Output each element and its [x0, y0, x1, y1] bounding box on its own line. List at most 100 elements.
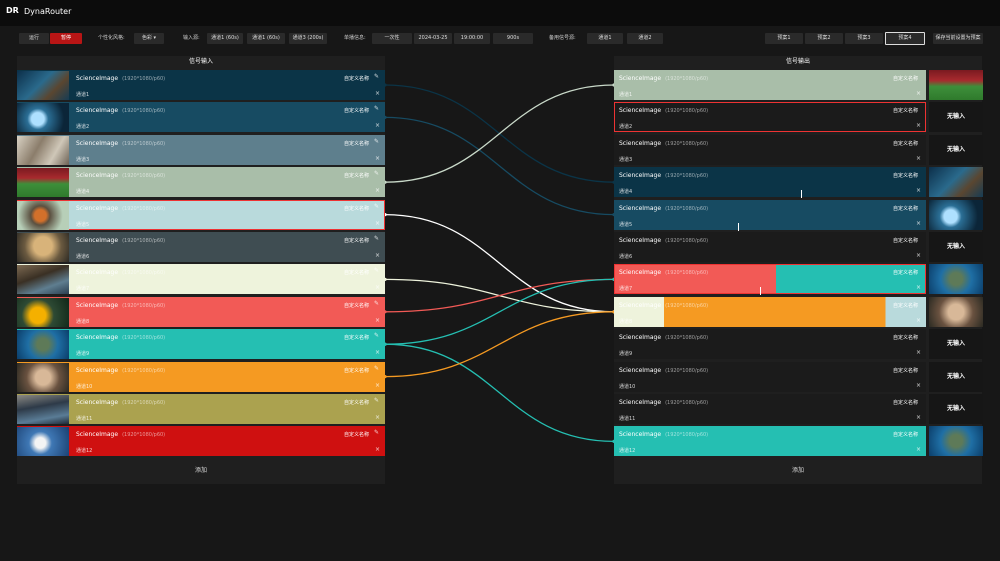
close-icon[interactable]: ×: [375, 219, 381, 227]
custom-name-button[interactable]: 自定义名称: [344, 108, 370, 115]
custom-name-button[interactable]: 自定义名称: [893, 335, 919, 342]
custom-name-button[interactable]: 自定义名称: [893, 270, 919, 277]
edit-icon[interactable]: ✎: [374, 299, 380, 307]
custom-name-button[interactable]: 自定义名称: [344, 76, 370, 82]
edit-icon[interactable]: ✎: [374, 267, 380, 275]
input-row[interactable]: ScienceImage (1920*1080/p60) 通道10 自定义名称 ✎ ×: [17, 361, 385, 392]
output-row[interactable]: ScienceImage (1920*1080/p60) 通道9 自定义名称 ×: [614, 329, 926, 360]
edit-icon[interactable]: ✎: [374, 137, 380, 145]
input-add-button[interactable]: 添加: [194, 467, 207, 474]
custom-name-button[interactable]: 自定义名称: [893, 432, 919, 439]
close-icon[interactable]: ×: [375, 187, 381, 195]
broadcast-duration[interactable]: 900s: [493, 33, 533, 44]
edit-icon[interactable]: ✎: [374, 73, 380, 80]
input-row[interactable]: ScienceImage (1920*1080/p60) 通道9 自定义名称 ✎ ×: [17, 329, 385, 360]
custom-name-button[interactable]: 自定义名称: [344, 270, 370, 277]
output-row[interactable]: ScienceImage (1920*1080/p60) 通道8 自定义名称 ×: [614, 296, 926, 327]
input-row[interactable]: ScienceImage (1920*1080/p60) 通道6 自定义名称 ✎ ×: [17, 232, 385, 262]
input-row[interactable]: ScienceImage (1920*1080/p60) 通道2 自定义名称 ✎ ×: [17, 102, 385, 133]
edit-icon[interactable]: ✎: [374, 332, 380, 340]
close-icon[interactable]: ×: [375, 414, 381, 421]
preset-3[interactable]: 预案3: [845, 33, 883, 44]
input-source-1[interactable]: 通道1 (60s): [207, 33, 243, 44]
edit-icon[interactable]: ✎: [374, 364, 380, 372]
custom-name-button[interactable]: 自定义名称: [344, 400, 370, 406]
preset-4[interactable]: 预案4: [885, 32, 925, 45]
close-icon[interactable]: ×: [375, 316, 381, 324]
close-icon[interactable]: ×: [375, 284, 381, 292]
close-icon[interactable]: ×: [375, 154, 381, 162]
custom-name-button[interactable]: 自定义名称: [344, 302, 370, 309]
route-link[interactable]: [384, 84, 615, 183]
route-link[interactable]: [384, 116, 615, 216]
output-row[interactable]: ScienceImage (1920*1080/p60) 通道1 自定义名称 ×: [614, 70, 926, 100]
close-icon[interactable]: ×: [916, 414, 922, 421]
close-icon[interactable]: ×: [916, 219, 922, 227]
custom-name-button[interactable]: 自定义名称: [893, 173, 919, 180]
input-row[interactable]: ScienceImage (1920*1080/p60) 通道1 自定义名称 ✎ ×: [17, 70, 385, 100]
route-link[interactable]: [384, 278, 615, 345]
custom-name-button[interactable]: 自定义名称: [893, 76, 919, 82]
close-icon[interactable]: ×: [916, 316, 922, 324]
custom-name-button[interactable]: 自定义名称: [344, 335, 370, 342]
input-row[interactable]: ScienceImage (1920*1080/p60) 通道8 自定义名称 ✎ ×: [17, 296, 385, 327]
input-row[interactable]: ScienceImage (1920*1080/p60) 通道12 自定义名称 ✎ ×: [17, 426, 385, 457]
output-row[interactable]: ScienceImage (1920*1080/p60) 通道7 自定义名称 ×: [614, 264, 926, 295]
custom-name-button[interactable]: 自定义名称: [893, 367, 919, 374]
close-icon[interactable]: ×: [916, 187, 922, 195]
output-add-button[interactable]: 添加: [791, 467, 804, 474]
edit-icon[interactable]: ✎: [374, 235, 380, 242]
custom-name-button[interactable]: 自定义名称: [893, 238, 919, 244]
input-source-2[interactable]: 通道1 (60s): [247, 33, 285, 44]
output-row[interactable]: ScienceImage (1920*1080/p60) 通道2 自定义名称 ×: [614, 102, 926, 133]
custom-name-button[interactable]: 自定义名称: [344, 432, 370, 439]
edit-icon[interactable]: ✎: [374, 429, 380, 437]
close-icon[interactable]: ×: [916, 90, 922, 97]
output-row[interactable]: ScienceImage (1920*1080/p60) 通道11 自定义名称 ×: [614, 394, 926, 424]
route-link[interactable]: [384, 213, 615, 313]
close-icon[interactable]: ×: [375, 252, 381, 259]
output-row[interactable]: ScienceImage (1920*1080/p60) 通道12 自定义名称 ×: [614, 426, 926, 457]
route-link[interactable]: [384, 278, 615, 313]
custom-name-button[interactable]: 自定义名称: [893, 140, 919, 147]
output-row[interactable]: ScienceImage (1920*1080/p60) 通道4 自定义名称 ×: [614, 167, 926, 198]
output-row[interactable]: ScienceImage (1920*1080/p60) 通道10 自定义名称 ×: [614, 361, 926, 392]
close-icon[interactable]: ×: [916, 381, 922, 389]
broadcast-date[interactable]: 2024-03-25: [414, 33, 452, 44]
custom-name-button[interactable]: 自定义名称: [344, 173, 370, 180]
close-icon[interactable]: ×: [916, 446, 922, 454]
run-button[interactable]: 运行: [19, 33, 49, 44]
input-row[interactable]: ScienceImage (1920*1080/p60) 通道7 自定义名称 ✎ ×: [17, 264, 385, 295]
input-row[interactable]: ScienceImage (1920*1080/p60) 通道3 自定义名称 ✎ ×: [17, 134, 385, 165]
close-icon[interactable]: ×: [375, 122, 381, 130]
edit-icon[interactable]: ✎: [374, 170, 380, 178]
input-source-3[interactable]: 通道3 (200s): [289, 33, 327, 44]
custom-name-button[interactable]: 自定义名称: [344, 205, 370, 212]
output-row[interactable]: ScienceImage (1920*1080/p60) 通道6 自定义名称 ×: [614, 232, 926, 262]
preset-2[interactable]: 预案2: [805, 33, 843, 44]
save-preset-button[interactable]: 保存当前设置为预案: [933, 33, 983, 44]
close-icon[interactable]: ×: [916, 252, 922, 259]
close-icon[interactable]: ×: [916, 284, 922, 292]
edit-icon[interactable]: ✎: [374, 105, 380, 113]
close-icon[interactable]: ×: [375, 90, 381, 97]
route-link[interactable]: [384, 311, 615, 378]
output-row[interactable]: ScienceImage (1920*1080/p60) 通道3 自定义名称 ×: [614, 134, 926, 165]
custom-name-button[interactable]: 自定义名称: [893, 205, 919, 212]
input-row[interactable]: ScienceImage (1920*1080/p60) 通道4 自定义名称 ✎ ×: [17, 167, 385, 198]
style-select[interactable]: 色彩 ▾: [134, 33, 164, 44]
route-link[interactable]: [384, 343, 615, 443]
broadcast-mode[interactable]: 一次性: [372, 33, 412, 44]
custom-name-button[interactable]: 自定义名称: [344, 140, 370, 147]
close-icon[interactable]: ×: [375, 349, 381, 357]
custom-name-button[interactable]: 自定义名称: [344, 367, 370, 374]
close-icon[interactable]: ×: [375, 446, 381, 454]
backup-source-1[interactable]: 通道1: [587, 33, 623, 44]
custom-name-button[interactable]: 自定义名称: [344, 238, 370, 244]
custom-name-button[interactable]: 自定义名称: [893, 108, 919, 115]
edit-icon[interactable]: ✎: [374, 397, 380, 404]
broadcast-time[interactable]: 19:00:00: [454, 33, 490, 44]
close-icon[interactable]: ×: [916, 154, 922, 162]
input-row[interactable]: ScienceImage (1920*1080/p60) 通道11 自定义名称 ✎ ×: [17, 394, 385, 424]
close-icon[interactable]: ×: [916, 349, 922, 357]
